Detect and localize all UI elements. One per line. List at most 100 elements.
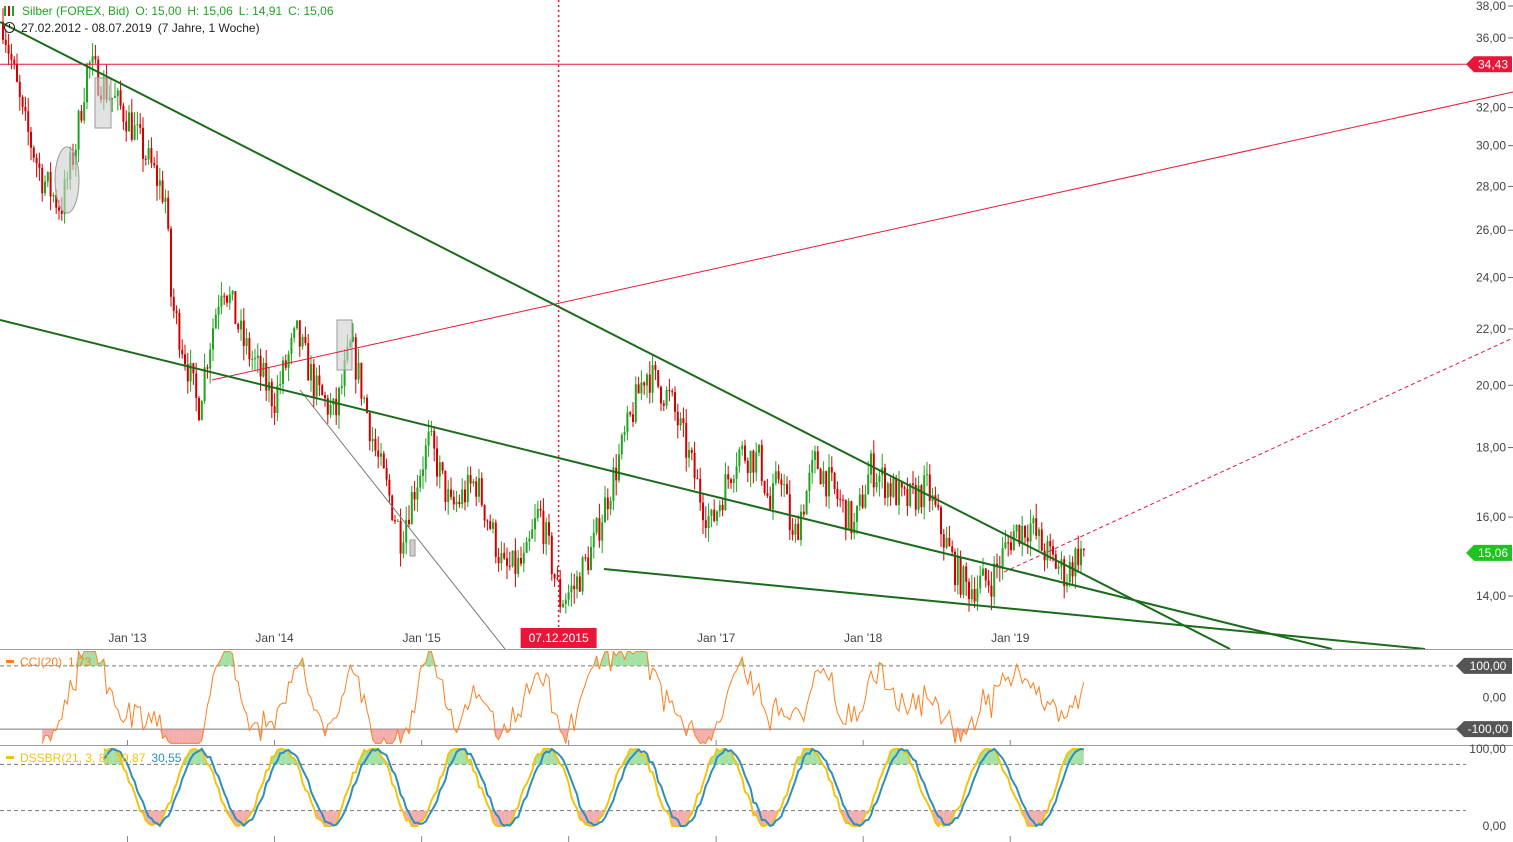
downtrend-line bbox=[0, 21, 1231, 649]
candle-down bbox=[990, 585, 993, 597]
candle-down bbox=[1018, 525, 1021, 544]
candle-down bbox=[954, 551, 956, 585]
candle-down bbox=[674, 392, 676, 412]
candle-up bbox=[1015, 525, 1018, 532]
dss-overbought-fill bbox=[280, 749, 283, 765]
candle-down bbox=[727, 474, 730, 480]
candle-down bbox=[436, 448, 438, 477]
candle-down bbox=[693, 452, 696, 479]
candle-up bbox=[231, 291, 234, 295]
candle-up bbox=[492, 522, 494, 529]
cci-overbought-fill bbox=[605, 651, 608, 666]
candle-down bbox=[125, 121, 128, 132]
dss-plot bbox=[0, 747, 1466, 828]
cci-legend[interactable]: CCI(20) 1,73 bbox=[6, 655, 97, 669]
candle-down bbox=[483, 505, 486, 521]
event-date-tag-bg bbox=[520, 628, 597, 648]
candle-down bbox=[844, 499, 847, 531]
cci-oversold-fill bbox=[381, 729, 384, 744]
dss-overbought-fill bbox=[462, 749, 465, 765]
dss-oversold-fill bbox=[157, 810, 160, 826]
candle-up bbox=[738, 449, 741, 467]
candle-down bbox=[615, 467, 618, 481]
candle-down bbox=[16, 63, 18, 82]
candle-up bbox=[315, 375, 318, 397]
candle-down bbox=[464, 489, 466, 503]
candle-up bbox=[962, 566, 965, 595]
cci-title: CCI(20) bbox=[20, 655, 63, 669]
drawings bbox=[0, 0, 1513, 649]
dss-overbought-fill bbox=[459, 749, 463, 765]
channel-line bbox=[0, 319, 1333, 649]
y-axis-tick-label: 32,00 bbox=[1476, 101, 1506, 115]
candle-up bbox=[878, 475, 881, 483]
candle-down bbox=[10, 53, 13, 60]
open-value: O: 15,00 bbox=[135, 4, 182, 18]
candle-down bbox=[920, 485, 923, 508]
candle-down bbox=[648, 374, 651, 393]
cci-oversold-fill bbox=[173, 729, 177, 744]
candle-down bbox=[1052, 546, 1054, 555]
candle-down bbox=[223, 295, 226, 297]
candle-up bbox=[405, 519, 408, 543]
dss-oversold-fill bbox=[330, 810, 334, 826]
dss-value-main: 39,87 bbox=[115, 751, 146, 765]
candle-down bbox=[895, 478, 898, 506]
cci-overbought-fill bbox=[92, 651, 96, 666]
dss-panel: 100,00 0,00 bbox=[0, 742, 1506, 833]
dss-value-signal: 30,55 bbox=[151, 751, 182, 765]
candle-up bbox=[136, 124, 139, 126]
red-trendline bbox=[211, 91, 1513, 381]
dss-overbought-fill bbox=[994, 749, 997, 765]
candle-down bbox=[13, 59, 16, 64]
candle-down bbox=[80, 111, 83, 121]
cci-oversold-fill bbox=[509, 729, 513, 731]
cci-overbought-fill bbox=[638, 651, 642, 666]
candle-down bbox=[542, 510, 545, 545]
candle-down bbox=[452, 496, 455, 505]
cci-overbought-fill bbox=[347, 665, 351, 666]
dss-legend[interactable]: DSSBR(21, 3, 8) 39,87 30,55 bbox=[6, 751, 187, 765]
candle-down bbox=[928, 474, 931, 501]
x-axis-tick-label: Jan '14 bbox=[255, 631, 294, 645]
candle-up bbox=[982, 568, 984, 576]
candle-up bbox=[44, 181, 46, 194]
event-date-tag: 07.12.2015 bbox=[529, 631, 589, 645]
candle-up bbox=[209, 349, 212, 369]
candle-up bbox=[735, 466, 738, 479]
dss-oversold-fill bbox=[938, 810, 941, 826]
y-axis-tick-label: 36,00 bbox=[1476, 31, 1506, 45]
candle-down bbox=[940, 507, 942, 535]
candle-up bbox=[1038, 529, 1040, 536]
candle-down bbox=[270, 381, 273, 407]
candle-down bbox=[914, 484, 917, 510]
candle-up bbox=[287, 354, 290, 368]
candle-down bbox=[766, 493, 769, 496]
candle-up bbox=[716, 511, 718, 522]
candle-up bbox=[296, 320, 298, 329]
candle-up bbox=[811, 460, 814, 473]
candle-up bbox=[741, 445, 744, 450]
candle-down bbox=[366, 397, 368, 413]
dss-overbought-fill bbox=[1081, 749, 1084, 765]
candle-up bbox=[91, 56, 94, 63]
candle-down bbox=[226, 295, 228, 303]
cci-overbought-fill bbox=[602, 651, 605, 666]
candle-down bbox=[704, 520, 707, 529]
cci-overbought-fill bbox=[84, 651, 87, 666]
candle-down bbox=[1077, 548, 1080, 566]
candle-up bbox=[864, 494, 867, 508]
candle-down bbox=[242, 320, 245, 346]
candle-down bbox=[872, 453, 875, 488]
cci-oversold-fill bbox=[703, 729, 706, 744]
candle-up bbox=[609, 500, 612, 510]
cci-overbought-fill bbox=[81, 651, 85, 666]
dss-oversold-fill bbox=[1039, 810, 1042, 824]
cci-oversold-fill bbox=[185, 729, 188, 744]
candle-down bbox=[368, 412, 371, 442]
candle-down bbox=[307, 343, 310, 381]
candle-down bbox=[122, 105, 125, 122]
cci-oversold-fill bbox=[171, 729, 174, 744]
candle-down bbox=[408, 519, 410, 525]
cci-oversold-fill bbox=[375, 729, 379, 744]
